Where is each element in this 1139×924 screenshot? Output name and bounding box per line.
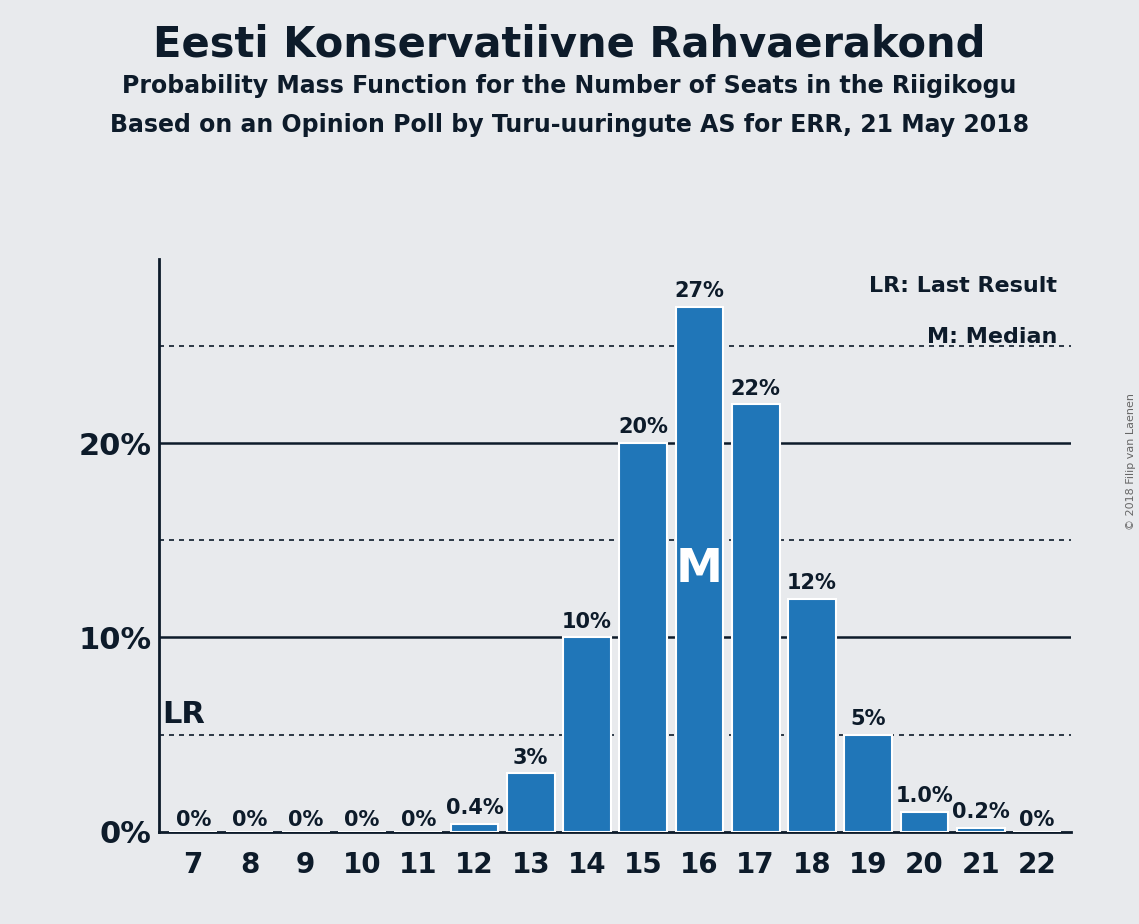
Text: 20%: 20% (618, 418, 669, 437)
Bar (563, 638, 611, 832)
Bar (620, 444, 667, 832)
Text: Eesti Konservatiivne Rahvaerakond: Eesti Konservatiivne Rahvaerakond (154, 23, 985, 65)
Text: 12%: 12% (787, 573, 837, 592)
Text: 27%: 27% (674, 282, 724, 301)
Text: 0%: 0% (175, 809, 211, 830)
Text: 3%: 3% (513, 748, 548, 768)
Bar (788, 599, 836, 832)
Bar (451, 824, 499, 832)
Text: 0%: 0% (231, 809, 268, 830)
Bar (731, 405, 779, 832)
Text: 0%: 0% (288, 809, 323, 830)
Bar (957, 828, 1005, 832)
Text: 0%: 0% (1019, 809, 1055, 830)
Bar (901, 812, 949, 832)
Text: © 2018 Filip van Laenen: © 2018 Filip van Laenen (1126, 394, 1136, 530)
Text: M: Median: M: Median (927, 327, 1057, 347)
Text: 22%: 22% (731, 379, 780, 398)
Bar (675, 308, 723, 832)
Bar (507, 773, 555, 832)
Text: 0.2%: 0.2% (952, 802, 1009, 821)
Text: 5%: 5% (851, 709, 886, 729)
Text: 10%: 10% (562, 612, 612, 632)
Text: 0.4%: 0.4% (445, 798, 503, 818)
Text: LR: LR (162, 699, 205, 729)
Text: Based on an Opinion Poll by Turu-uuringute AS for ERR, 21 May 2018: Based on an Opinion Poll by Turu-uuringu… (110, 113, 1029, 137)
Text: 0%: 0% (344, 809, 379, 830)
Text: 0%: 0% (401, 809, 436, 830)
Text: Probability Mass Function for the Number of Seats in the Riigikogu: Probability Mass Function for the Number… (122, 74, 1017, 98)
Bar (844, 735, 892, 832)
Text: LR: Last Result: LR: Last Result (869, 276, 1057, 296)
Text: M: M (675, 547, 723, 592)
Text: 1.0%: 1.0% (895, 786, 953, 807)
